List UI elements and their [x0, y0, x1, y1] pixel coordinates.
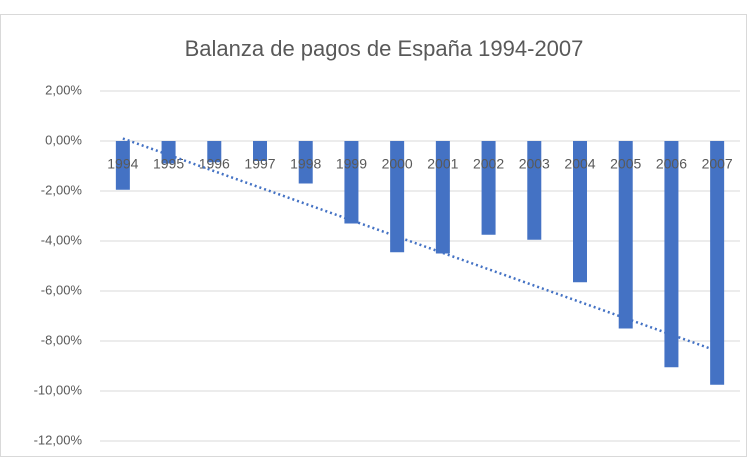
- x-tick-label: 2003: [519, 156, 550, 172]
- y-tick-label: 0,00%: [45, 132, 82, 147]
- x-tick-label: 2001: [427, 156, 458, 172]
- y-tick-label: -12,00%: [34, 432, 83, 447]
- y-tick-label: -10,00%: [34, 382, 83, 397]
- x-tick-label: 2002: [473, 156, 504, 172]
- bar: [710, 141, 725, 385]
- bar: [481, 141, 496, 235]
- x-tick-label: 1996: [199, 156, 230, 172]
- x-tick-label: 2005: [610, 156, 641, 172]
- bar: [435, 141, 450, 254]
- x-tick-label: 1994: [107, 156, 138, 172]
- y-tick-label: -8,00%: [41, 332, 83, 347]
- bar: [573, 141, 587, 283]
- x-tick-label: 2004: [564, 156, 595, 172]
- bar: [344, 141, 359, 224]
- bar: [527, 141, 542, 240]
- trendline: [122, 137, 718, 353]
- bar: [298, 141, 313, 184]
- y-tick-label: -2,00%: [41, 182, 83, 197]
- x-tick-label: 2007: [702, 156, 733, 172]
- y-tick-label: -4,00%: [41, 232, 83, 247]
- chart-title: Balanza de pagos de España 1994-2007: [185, 36, 584, 61]
- bar: [207, 141, 222, 163]
- x-tick-label: 1997: [244, 156, 275, 172]
- x-tick-label: 1995: [153, 156, 184, 172]
- y-tick-label: -6,00%: [41, 282, 83, 297]
- bar: [664, 141, 679, 368]
- bar: [618, 141, 633, 329]
- bar: [390, 141, 405, 253]
- bar: [161, 141, 176, 164]
- x-tick-label: 1999: [336, 156, 367, 172]
- bar: [253, 141, 267, 161]
- x-tick-label: 1998: [290, 156, 321, 172]
- x-tick-label: 2006: [656, 156, 687, 172]
- y-tick-label: 2,00%: [45, 82, 82, 97]
- bar: [115, 141, 130, 190]
- chart-area: [0, 14, 747, 457]
- x-tick-label: 2000: [382, 156, 413, 172]
